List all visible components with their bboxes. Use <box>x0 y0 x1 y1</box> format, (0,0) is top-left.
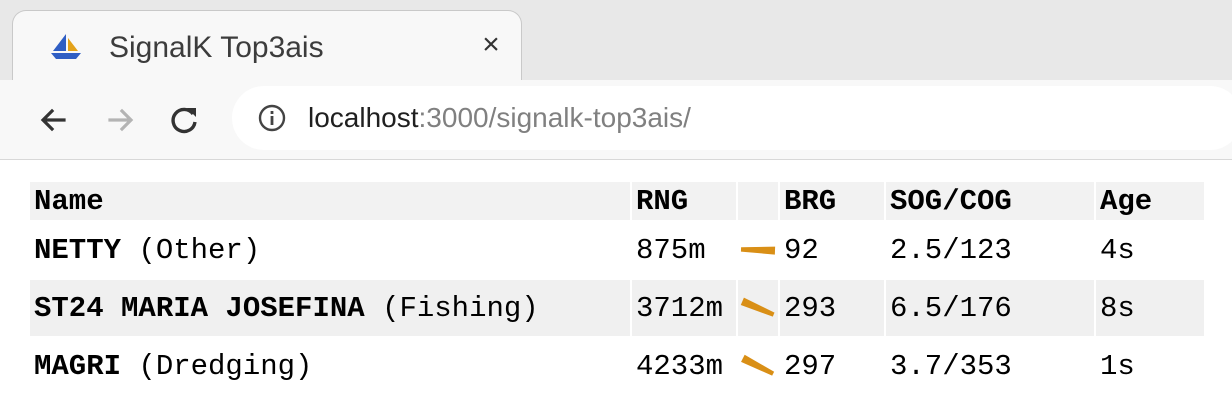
vessel-cell: NETTY (Other) <box>30 222 630 278</box>
tab-title: SignalK Top3ais <box>109 31 324 64</box>
header-age: Age <box>1096 182 1204 220</box>
url-host: localhost <box>308 102 419 133</box>
age-cell: 1s <box>1096 338 1204 394</box>
vessel-type: (Dredging) <box>138 349 313 383</box>
url-text[interactable]: localhost:3000/signalk-top3ais/ <box>308 102 691 134</box>
browser-toolbar: localhost:3000/signalk-top3ais/ <box>0 80 1232 160</box>
header-name: Name <box>30 182 630 220</box>
bearing-arrow-cell <box>738 280 778 336</box>
url-path: :3000/signalk-top3ais/ <box>418 102 691 133</box>
table-row: MAGRI (Dredging) 4233m 297 3.7/353 1s <box>30 338 1204 394</box>
bearing-arrow-icon <box>741 354 775 376</box>
age-cell: 4s <box>1096 222 1204 278</box>
close-icon[interactable]: × <box>482 28 500 61</box>
sog-cog-cell: 2.5/123 <box>886 222 1094 278</box>
table-row: NETTY (Other) 875m 92 2.5/123 4s <box>30 222 1204 278</box>
header-bearing-icon <box>738 182 778 220</box>
bearing-arrow-cell <box>738 222 778 278</box>
forward-arrow-icon[interactable] <box>100 100 140 140</box>
vessel-cell: ST24 MARIA JOSEFINA (Fishing) <box>30 280 630 336</box>
bearing-arrow-icon <box>740 246 776 255</box>
ais-targets-table: Name RNG BRG SOG/COG Age NETTY (Other) 8… <box>28 180 1206 396</box>
vessel-name: MAGRI <box>34 349 122 383</box>
bearing-cell: 297 <box>780 338 884 394</box>
browser-tab[interactable]: SignalK Top3ais × <box>12 10 522 82</box>
address-bar[interactable]: localhost:3000/signalk-top3ais/ <box>232 86 1232 150</box>
vessel-name: NETTY <box>34 233 122 267</box>
bearing-arrow-cell <box>738 338 778 394</box>
header-sog-cog: SOG/COG <box>886 182 1094 220</box>
reload-icon[interactable] <box>164 100 204 140</box>
vessel-cell: MAGRI (Dredging) <box>30 338 630 394</box>
info-icon[interactable] <box>258 104 286 132</box>
bearing-cell: 293 <box>780 280 884 336</box>
back-arrow-icon[interactable] <box>34 100 74 140</box>
bearing-cell: 92 <box>780 222 884 278</box>
sailboat-icon <box>49 33 83 61</box>
sog-cog-cell: 3.7/353 <box>886 338 1094 394</box>
vessel-name: ST24 MARIA JOSEFINA <box>34 291 365 325</box>
range-cell: 3712m <box>632 280 736 336</box>
age-cell: 8s <box>1096 280 1204 336</box>
vessel-type: (Fishing) <box>382 291 539 325</box>
range-cell: 875m <box>632 222 736 278</box>
range-cell: 4233m <box>632 338 736 394</box>
bearing-arrow-icon <box>740 297 775 317</box>
header-bearing: BRG <box>780 182 884 220</box>
table-row: ST24 MARIA JOSEFINA (Fishing) 3712m 293 … <box>30 280 1204 336</box>
table-header-row: Name RNG BRG SOG/COG Age <box>30 182 1204 220</box>
vessel-type: (Other) <box>138 233 261 267</box>
tab-strip: SignalK Top3ais × <box>0 0 1232 82</box>
sog-cog-cell: 6.5/176 <box>886 280 1094 336</box>
header-range: RNG <box>632 182 736 220</box>
